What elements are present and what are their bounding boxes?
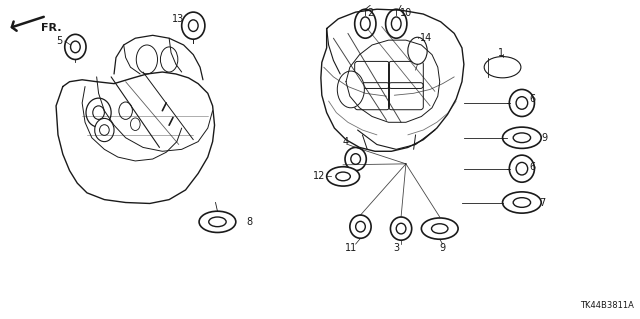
Text: 9: 9 (541, 133, 547, 143)
Ellipse shape (95, 118, 114, 142)
Ellipse shape (351, 154, 360, 164)
Ellipse shape (502, 127, 541, 148)
Ellipse shape (65, 34, 86, 59)
Text: 12: 12 (314, 171, 326, 182)
Ellipse shape (502, 192, 541, 213)
Text: 4: 4 (343, 137, 349, 147)
Ellipse shape (86, 98, 111, 127)
Text: 5: 5 (56, 36, 63, 46)
Text: 9: 9 (440, 243, 445, 253)
Ellipse shape (513, 133, 531, 143)
Ellipse shape (182, 12, 205, 39)
Ellipse shape (70, 41, 80, 53)
Text: 13: 13 (172, 14, 184, 24)
Text: FR.: FR. (40, 23, 61, 33)
Ellipse shape (392, 17, 401, 31)
Ellipse shape (337, 71, 364, 108)
Ellipse shape (136, 45, 157, 74)
Ellipse shape (350, 215, 371, 238)
Ellipse shape (100, 125, 109, 135)
Ellipse shape (421, 218, 458, 239)
Ellipse shape (509, 155, 534, 182)
Ellipse shape (355, 9, 376, 38)
Ellipse shape (431, 224, 448, 234)
Ellipse shape (93, 106, 104, 119)
Text: 1: 1 (497, 48, 504, 58)
Ellipse shape (188, 20, 198, 32)
Ellipse shape (408, 37, 427, 64)
Ellipse shape (484, 56, 521, 78)
Ellipse shape (336, 172, 350, 181)
Text: 11: 11 (345, 243, 357, 253)
Ellipse shape (513, 198, 531, 207)
Ellipse shape (516, 97, 527, 109)
Ellipse shape (131, 118, 140, 130)
Text: 10: 10 (400, 8, 412, 18)
Ellipse shape (209, 217, 226, 227)
Ellipse shape (360, 17, 370, 31)
Text: 8: 8 (246, 217, 253, 227)
Ellipse shape (386, 9, 407, 38)
Text: TK44B3811A: TK44B3811A (580, 301, 634, 310)
Text: 14: 14 (420, 33, 433, 43)
Ellipse shape (516, 162, 527, 175)
Ellipse shape (119, 102, 132, 119)
Text: 6: 6 (530, 162, 536, 172)
Ellipse shape (199, 211, 236, 233)
Text: 3: 3 (393, 243, 399, 253)
Text: 7: 7 (540, 197, 545, 207)
Text: 2: 2 (367, 8, 373, 18)
Ellipse shape (345, 147, 366, 171)
Ellipse shape (390, 217, 412, 240)
Ellipse shape (356, 221, 365, 232)
Ellipse shape (326, 167, 360, 186)
Ellipse shape (396, 223, 406, 234)
Text: 6: 6 (530, 94, 536, 104)
Ellipse shape (161, 47, 178, 72)
Ellipse shape (509, 89, 534, 116)
